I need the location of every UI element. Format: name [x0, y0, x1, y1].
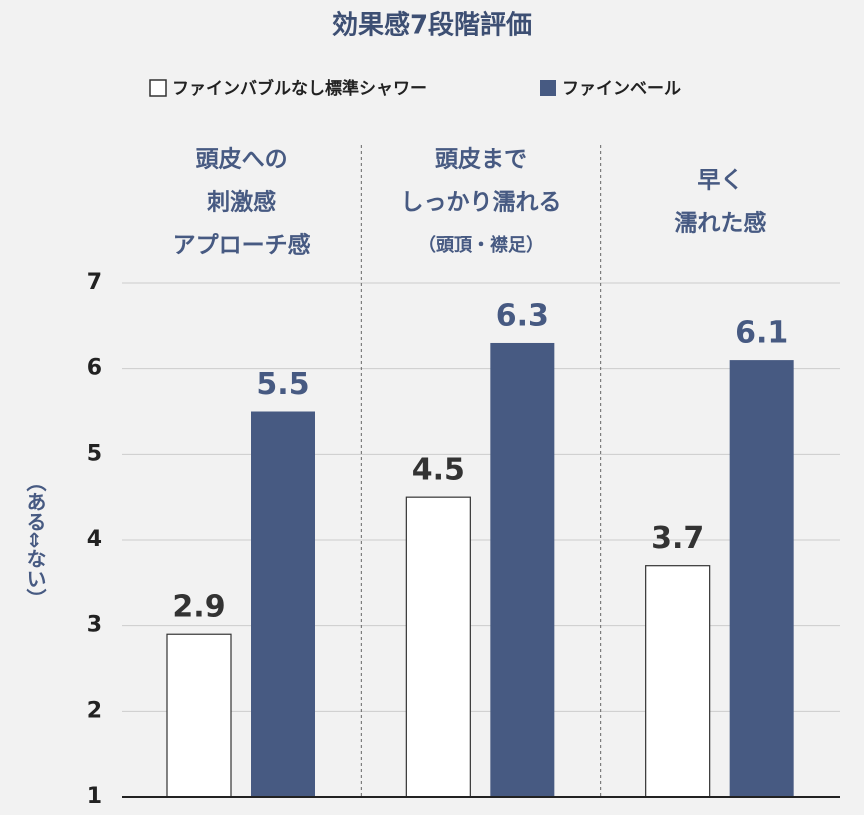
y-tick-label: 7: [87, 270, 102, 295]
value-label: 6.3: [496, 298, 549, 333]
value-label: 5.5: [256, 367, 309, 402]
value-label: 6.1: [735, 316, 788, 351]
y-tick-label: 3: [87, 613, 102, 638]
legend-label: ファインバブルなし標準シャワー: [172, 78, 427, 99]
value-label: 2.9: [172, 590, 225, 625]
category-label: 頭皮まで: [435, 147, 527, 173]
bar: [729, 360, 794, 797]
legend-swatch: [540, 80, 556, 96]
bar: [405, 496, 471, 798]
category-label: しっかり濡れる: [401, 190, 562, 216]
y-tick-label: 2: [87, 698, 102, 723]
bar: [490, 342, 555, 797]
y-axis-label: （ある⇔ない）: [23, 472, 47, 609]
category-label: （頭頂・襟足）: [418, 234, 544, 256]
legend-swatch: [149, 79, 167, 97]
category-label: 濡れた感: [674, 210, 766, 237]
category-label: 早く: [697, 168, 743, 194]
y-tick-label: 4: [87, 527, 102, 552]
bar: [645, 565, 711, 798]
legend-label: ファインベール: [562, 79, 681, 99]
category-label: 頭皮への: [196, 147, 288, 173]
category-label: 刺激感: [207, 189, 276, 216]
chart-title: 効果感7段階評価: [332, 10, 532, 41]
category-label: アプローチ感: [173, 232, 311, 259]
value-label: 3.7: [651, 521, 704, 556]
bar: [251, 411, 315, 797]
value-label: 4.5: [412, 453, 465, 488]
y-tick-label: 6: [87, 356, 102, 381]
bar: [166, 633, 232, 798]
y-tick-label: 5: [87, 441, 102, 466]
y-tick-label: 1: [87, 784, 102, 809]
